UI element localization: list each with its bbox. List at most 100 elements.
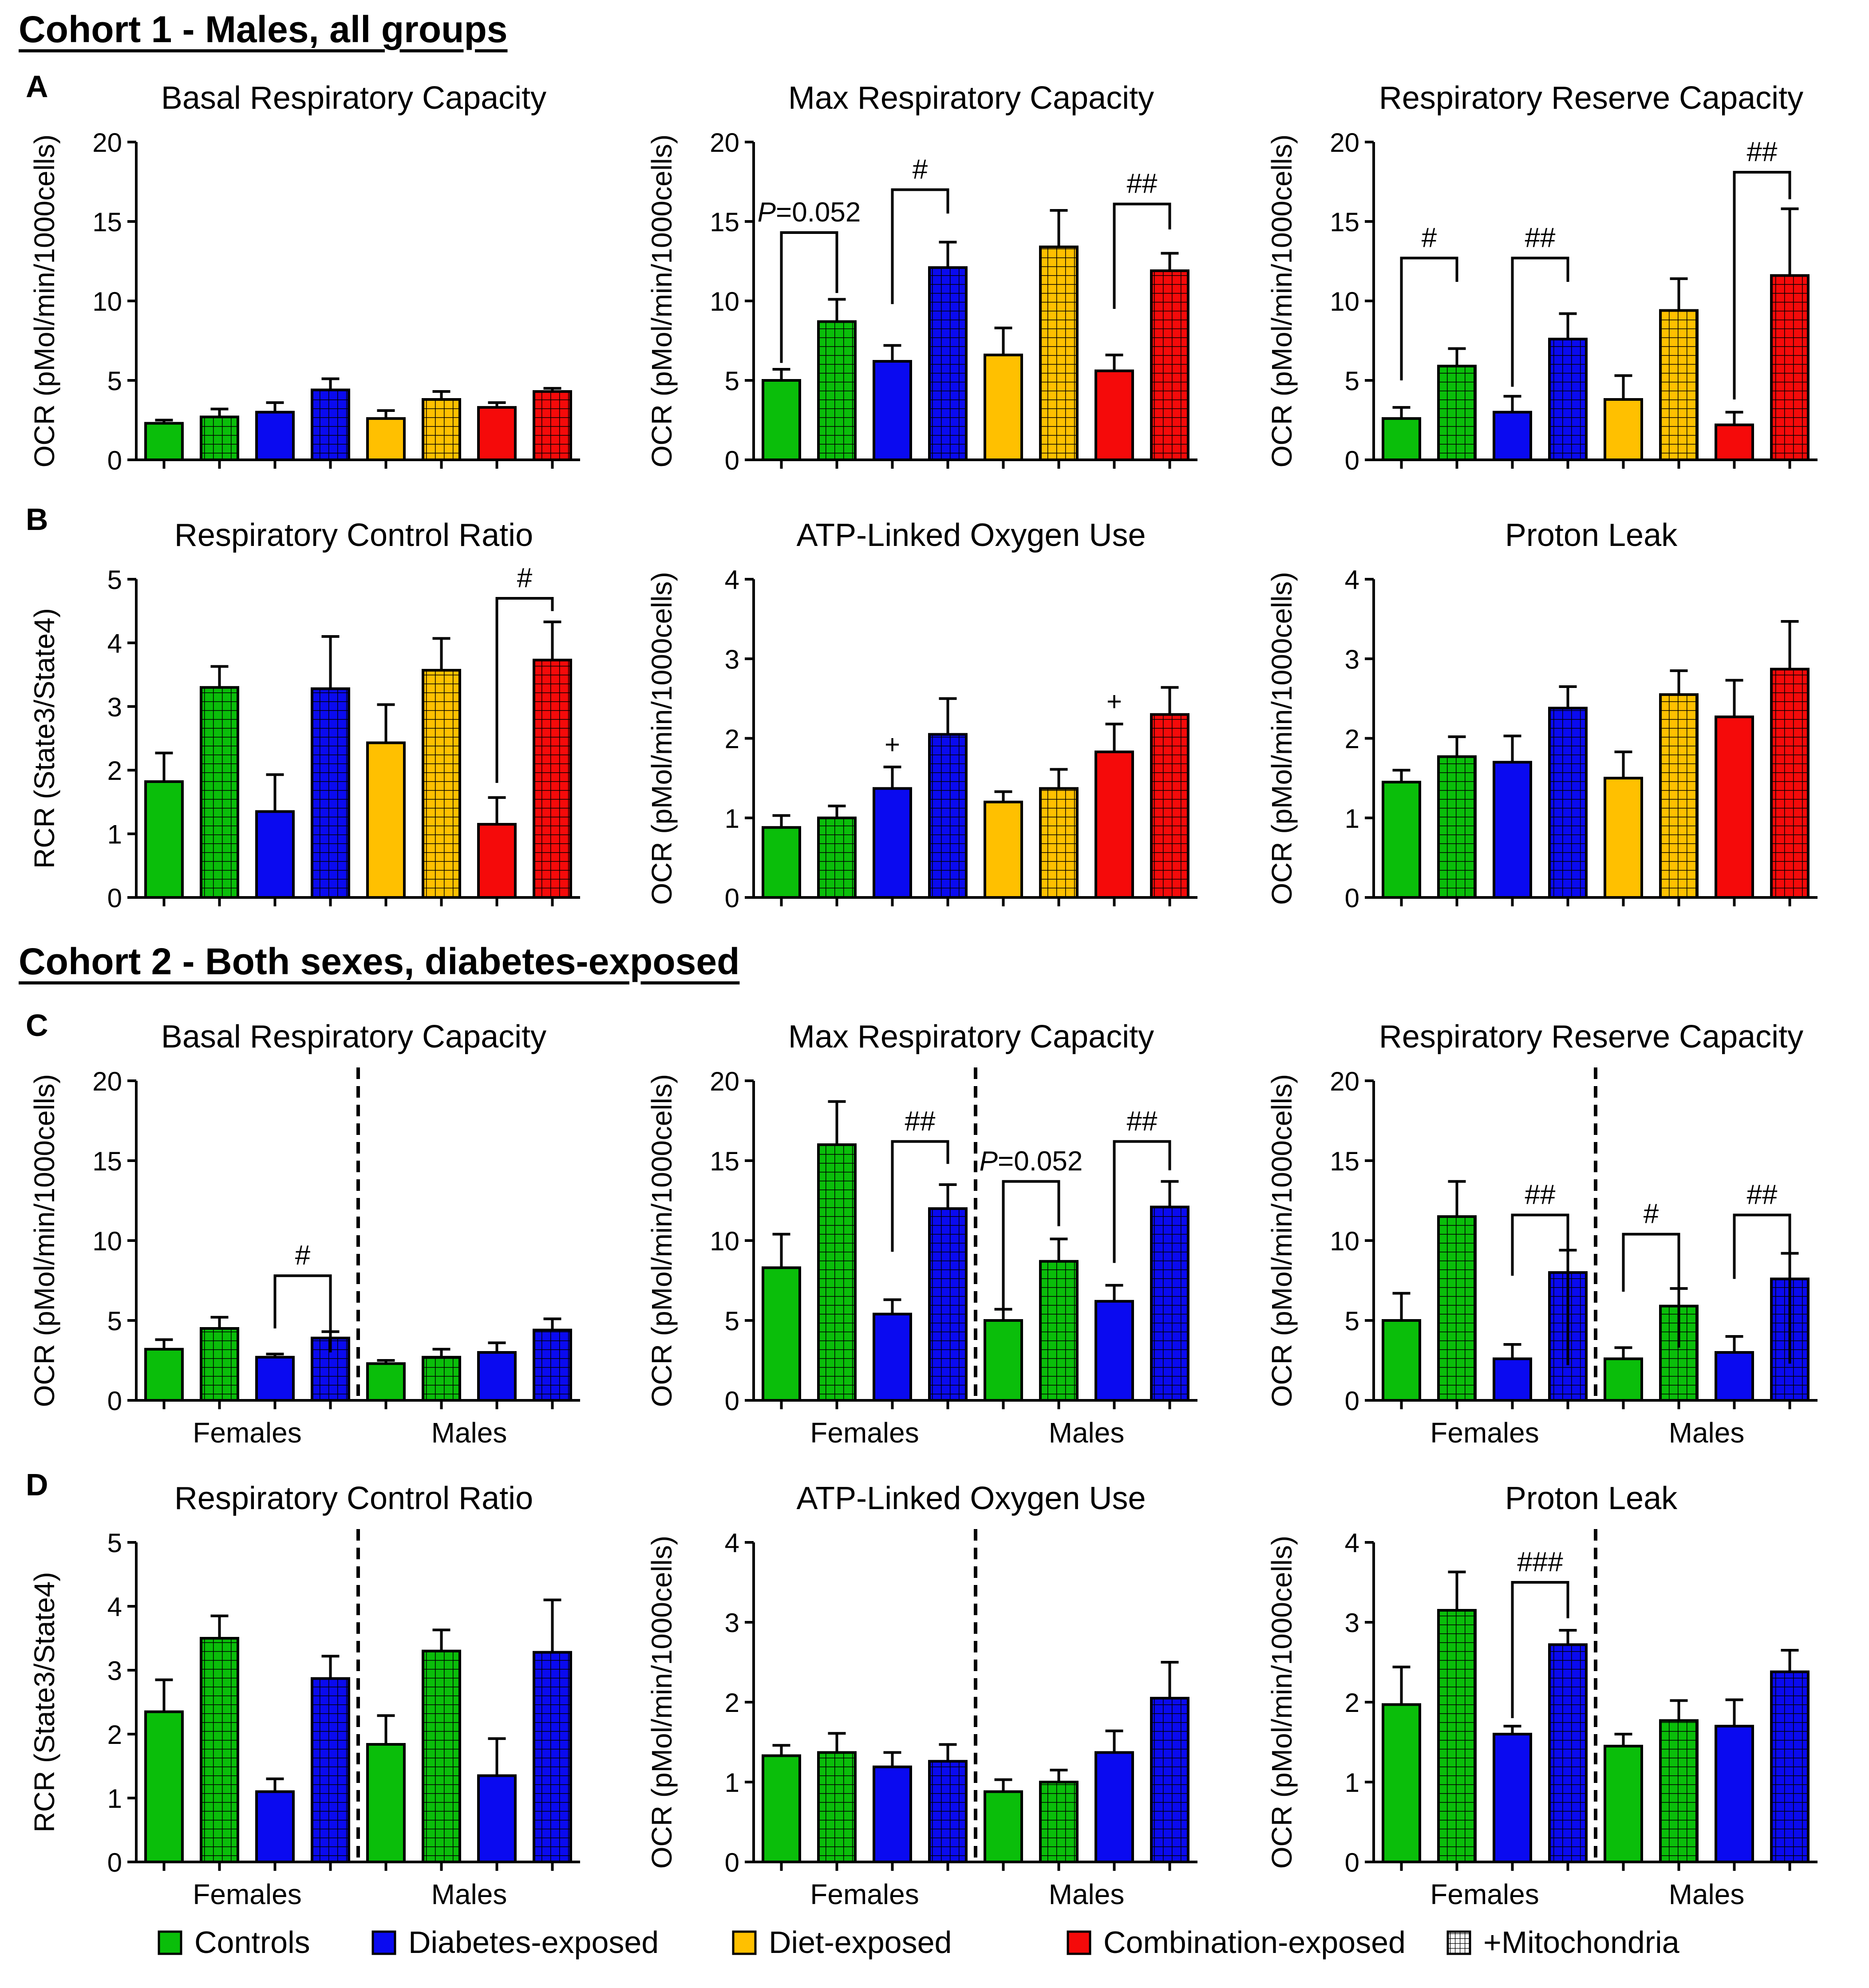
chart-b2: ATP-Linked Oxygen Use OCR (pMol/min/1000c… (646, 518, 1197, 913)
y-axis-label: OCR (pMol/min/1000cells) (1266, 1074, 1298, 1407)
bar-diabetes (873, 1312, 912, 1402)
bar-diabetes (873, 360, 912, 461)
y-tick-label: 5 (1345, 366, 1359, 396)
bar-diabetes (255, 411, 295, 461)
chart-title: Max Respiratory Capacity (788, 1019, 1154, 1055)
y-tick-label: 10 (92, 1226, 122, 1256)
y-tick-label: 1 (1345, 804, 1359, 834)
bracket-label: ## (1525, 1179, 1556, 1210)
bar-diet (1604, 777, 1643, 899)
bracket-label: ## (905, 1106, 936, 1137)
bar-diabetes-mito (311, 687, 350, 899)
chart-title: Proton Leak (1505, 1481, 1678, 1516)
bar-diabetes (477, 1774, 517, 1864)
chart-title: ATP-Linked Oxygen Use (796, 518, 1146, 553)
bar-diabetes-mito (1548, 1643, 1588, 1863)
bar-diabetes-mito (1150, 1205, 1189, 1402)
y-axis-label: OCR (pMol/min/1000cells) (1266, 1536, 1298, 1869)
y-tick-label: 0 (725, 1386, 739, 1416)
cohort-1-title: Cohort 1 - Males, all groups (19, 8, 508, 50)
y-tick-label: 2 (725, 1688, 739, 1718)
y-axis-label: OCR (pMol/min/1000cells) (1266, 134, 1298, 467)
bracket-label: ## (1747, 137, 1778, 167)
bar-combination (477, 823, 517, 899)
bar-controls-mito (1039, 1781, 1079, 1863)
bar-diabetes-mito (1548, 337, 1588, 461)
bar-diabetes (1493, 1733, 1532, 1863)
significance-bracket (1622, 1233, 1680, 1348)
bar-diabetes-mito (533, 1651, 572, 1863)
y-tick-label: 0 (1345, 446, 1359, 475)
bar-diet (366, 741, 406, 899)
bar-diabetes-mito (928, 733, 968, 899)
y-tick-label: 20 (710, 128, 739, 158)
bar-controls (762, 1266, 801, 1402)
y-tick-label: 15 (92, 1146, 122, 1176)
y-tick-label: 5 (1345, 1306, 1359, 1336)
bar-combination-mito (1770, 668, 1810, 899)
bar-controls (984, 1790, 1023, 1864)
legend-swatch-icon (371, 1930, 396, 1955)
cohort-2-title: Cohort 2 - Both sexes, diabetes-exposed (19, 941, 740, 982)
bar-diet-mito (1659, 309, 1699, 461)
legend-swatch-icon (732, 1930, 757, 1955)
bar-diet-mito (1659, 693, 1699, 899)
y-tick-label: 0 (107, 446, 122, 475)
y-tick-label: 4 (725, 565, 739, 595)
chart-a3: Respiratory Reserve Capacity OCR (pMol/mi… (1266, 80, 1818, 475)
y-tick-label: 0 (1345, 883, 1359, 913)
significance-bracket (273, 1274, 332, 1352)
y-axis-label: OCR (pMol/min/1000cells) (1266, 572, 1298, 905)
y-tick-label: 3 (725, 644, 739, 674)
y-tick-label: 1 (107, 820, 122, 850)
significance-bracket (495, 597, 554, 783)
bar-controls-mito (817, 1751, 857, 1863)
bar-controls (144, 1710, 184, 1864)
y-tick-label: 3 (1345, 1608, 1359, 1638)
bar-controls-mito (200, 415, 239, 462)
bar-diet-mito (422, 398, 461, 462)
panel-letter-d: D (26, 1467, 48, 1502)
legend: Controls Diabetes-exposed Diet-exposed Comb… (158, 1925, 1679, 1960)
bracket-label: ## (1127, 1106, 1158, 1137)
y-tick-label: 2 (725, 724, 739, 754)
bar-controls-mito (817, 1143, 857, 1402)
bar-controls-mito (422, 1649, 461, 1864)
bar-diabetes (1095, 1751, 1134, 1863)
y-tick-label: 0 (107, 1386, 122, 1416)
legend-label: Diet-exposed (769, 1925, 952, 1960)
bar-diabetes (1493, 761, 1532, 899)
bar-controls-mito (1437, 1215, 1477, 1402)
bracket-label: # (517, 563, 533, 593)
bar-controls (1382, 781, 1421, 899)
y-tick-label: 4 (1345, 565, 1359, 595)
y-tick-label: 1 (725, 804, 739, 834)
bar-combination-mito (533, 390, 572, 461)
bar-controls-mito (1659, 1719, 1699, 1863)
bar-diet (366, 417, 406, 461)
legend-grid-icon (1446, 1930, 1471, 1955)
y-tick-label: 20 (92, 1067, 122, 1096)
bar-diet-mito (422, 669, 461, 899)
bar-combination (477, 406, 517, 461)
significance-bracket (780, 231, 838, 363)
y-tick-label: 0 (725, 446, 739, 475)
y-tick-label: 2 (107, 756, 122, 786)
category-label-males: Males (1049, 1417, 1125, 1449)
y-tick-label: 20 (710, 1067, 739, 1096)
chart-title: Respiratory Control Ratio (174, 518, 533, 553)
chart-title: Respiratory Reserve Capacity (1379, 80, 1803, 116)
bar-controls (144, 1348, 184, 1402)
bar-controls (1604, 1357, 1643, 1402)
y-tick-label: 10 (710, 1226, 739, 1256)
y-tick-label: 20 (1330, 128, 1359, 158)
bar-controls (1382, 1703, 1421, 1863)
bar-controls (366, 1362, 406, 1402)
category-label-males: Males (1669, 1417, 1745, 1449)
bar-diabetes-mito (1770, 1670, 1810, 1864)
y-tick-label: 3 (107, 1656, 122, 1686)
y-tick-label: 0 (107, 1848, 122, 1877)
bar-diabetes-mito (1548, 707, 1588, 899)
y-tick-label: 2 (107, 1720, 122, 1750)
